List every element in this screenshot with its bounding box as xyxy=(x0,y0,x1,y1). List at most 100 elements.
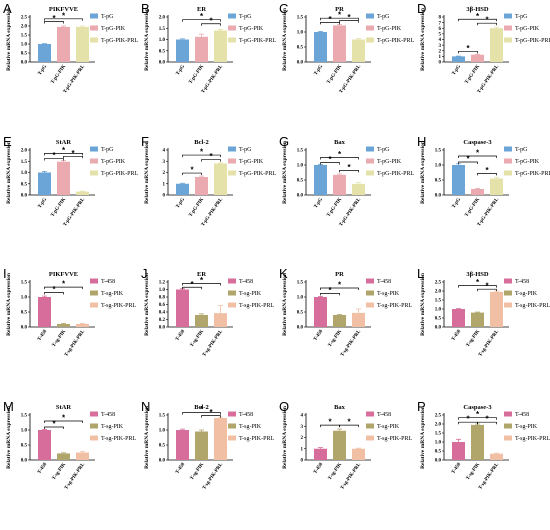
y-tick-label: 1.0 xyxy=(159,38,166,43)
bar-2 xyxy=(214,30,227,62)
legend-label-0: T-pG xyxy=(101,14,114,20)
legend-label-2: T-pG-PIK-PRL xyxy=(101,38,138,44)
y-tick-label: 0.5 xyxy=(435,317,442,322)
legend-label-0: T-pG xyxy=(515,14,528,20)
panel-letter: B xyxy=(141,1,150,16)
panel-letter: J xyxy=(141,266,148,281)
panel-l: L 3β-HSD Relative mRNA expression 0.0 0.5 1.0… xyxy=(417,266,550,358)
significance-star: * xyxy=(62,11,66,20)
significance-bracket xyxy=(44,21,64,24)
bar-1 xyxy=(195,315,208,327)
category-label-0: T-458 xyxy=(451,329,462,342)
legend-label-2: T-sg-PIK-PRL xyxy=(239,436,274,442)
bar-0 xyxy=(452,309,465,327)
y-tick-label: 1.0 xyxy=(21,429,28,434)
y-tick-label: 1 xyxy=(163,182,166,187)
legend-label-1: T-sg-PIK xyxy=(515,424,538,430)
panel-letter: K xyxy=(279,266,288,281)
significance-bracket xyxy=(320,17,359,21)
significance-bracket xyxy=(44,158,64,161)
y-tick-label: 0.0 xyxy=(159,326,166,331)
panel-letter: I xyxy=(3,266,7,281)
legend-label-0: T-458 xyxy=(239,279,253,285)
panel-letter: E xyxy=(3,134,12,149)
y-tick-label: 0.5 xyxy=(297,311,304,316)
significance-bracket xyxy=(201,159,221,162)
bar-2 xyxy=(76,452,89,460)
significance-bracket xyxy=(320,293,340,296)
bar-1 xyxy=(195,177,208,195)
category-label-0: T-458 xyxy=(175,462,186,475)
legend-label-1: T-sg-PIK xyxy=(101,424,124,430)
panel-letter: L xyxy=(417,266,424,281)
y-axis-label: Relative mRNA expression xyxy=(282,8,288,71)
category-label-1: T-pG-PIK xyxy=(327,64,344,85)
y-tick-label: 0.5 xyxy=(21,182,28,187)
legend-swatch-1 xyxy=(228,25,236,31)
significance-star: * xyxy=(347,163,351,172)
category-label-0: T-pG xyxy=(38,64,49,76)
y-tick-label: 0.0 xyxy=(21,61,28,66)
y-axis-label: Relative mRNA expression xyxy=(420,273,426,336)
category-label-1: T-sg-PIK xyxy=(52,329,67,348)
legend-swatch-0 xyxy=(90,278,98,284)
category-label-1: T-pG-PIK xyxy=(327,197,344,218)
y-tick-label: 1.5 xyxy=(297,149,304,154)
significance-star: * xyxy=(485,16,489,25)
panel-title: 3β-HSD xyxy=(466,271,489,278)
bar-1 xyxy=(195,36,208,62)
significance-star: * xyxy=(328,418,332,427)
y-tick-label: 6 xyxy=(439,27,442,32)
bar-0 xyxy=(314,297,327,327)
category-label-2: T-pG-PIK-PRL xyxy=(201,197,225,228)
significance-star: * xyxy=(52,285,56,294)
y-tick-label: 1 xyxy=(301,447,304,452)
significance-star: * xyxy=(485,282,489,291)
panel-j: J ER Relative mRNA expression 0.0 0.2 0.4 0.6 0… xyxy=(141,266,274,358)
category-label-2: T-sg-PIK-PRL xyxy=(202,462,224,491)
y-tick-label: 0.0 xyxy=(435,326,442,331)
significance-bracket xyxy=(63,155,83,159)
category-label-2: T-sg-PIK-PRL xyxy=(64,329,86,358)
significance-star: * xyxy=(52,420,56,429)
significance-bracket xyxy=(182,154,221,158)
bar-0 xyxy=(314,165,327,195)
panel-a: A PIKFVVE Relative mRNA expression 0.0 0.5 1.… xyxy=(3,1,138,95)
category-label-1: T-pG-PIK xyxy=(189,64,206,85)
category-label-0: T-pG xyxy=(452,64,463,76)
panel-b: B ER Relative mRNA expression 0.0 0.5 1.0 1.5 2… xyxy=(141,1,276,95)
y-tick-label: 1.0 xyxy=(297,296,304,301)
bar-2 xyxy=(352,312,365,327)
panel-title: ER xyxy=(197,271,206,278)
legend-label-2: T-sg-PIK-PRL xyxy=(239,303,274,309)
legend-swatch-0 xyxy=(90,146,98,152)
significance-bracket xyxy=(44,292,64,295)
y-tick-label: 1.0 xyxy=(159,288,166,293)
y-tick-label: 0.5 xyxy=(435,450,442,455)
significance-star: * xyxy=(347,13,351,22)
panel-title: Bcl-2 xyxy=(194,404,208,411)
y-axis-label: Relative mRNA expression xyxy=(6,273,12,336)
y-tick-label: 1.5 xyxy=(159,27,166,32)
bar-0 xyxy=(452,442,465,460)
legend-label-2: T-pG-PIK-PRL xyxy=(515,171,550,177)
legend-swatch-0 xyxy=(366,146,374,152)
category-label-2: T-sg-PIK-PRL xyxy=(340,462,362,491)
y-tick-label: 2.5 xyxy=(435,414,442,419)
significance-bracket xyxy=(201,415,221,418)
significance-star: * xyxy=(62,280,66,289)
legend-label-2: T-pG-PIK-PRL xyxy=(239,38,276,44)
category-label-0: T-458 xyxy=(313,329,324,342)
legend-label-2: T-sg-PIK-PRL xyxy=(101,436,136,442)
y-axis-label: Relative mRNA expression xyxy=(282,273,288,336)
category-label-0: T-pG xyxy=(176,197,187,209)
significance-bracket xyxy=(339,170,359,173)
panel-h: H Caspase-3 Relative mRNA expression 0.0 0.5… xyxy=(417,134,550,228)
y-tick-label: 2.0 xyxy=(159,16,166,21)
significance-star: * xyxy=(476,12,480,21)
panel-letter: H xyxy=(417,134,426,149)
legend-label-1: T-pG-PIK xyxy=(239,159,264,165)
category-label-1: T-sg-PIK xyxy=(52,462,67,481)
